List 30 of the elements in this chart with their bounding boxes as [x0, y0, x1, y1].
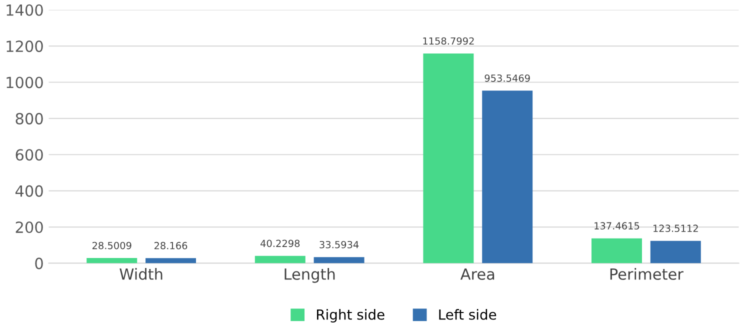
- x-tick-label: Length: [284, 268, 335, 283]
- bar: [650, 240, 701, 264]
- y-tick-label: 200: [16, 221, 43, 234]
- y-tick-label: 0: [35, 258, 43, 270]
- bar: [146, 258, 196, 264]
- y-tick-label: 400: [15, 185, 43, 197]
- data-label: 123.5112: [654, 224, 698, 232]
- data-label: 28.5009: [92, 242, 132, 250]
- y-tick-label: 1000: [6, 76, 43, 88]
- y-tick-label: 800: [16, 112, 43, 124]
- bar: [254, 256, 306, 264]
- data-label: 28.166: [154, 242, 188, 250]
- data-label: 40.2298: [260, 240, 300, 248]
- x-tick-label: Perimeter: [610, 268, 684, 280]
- data-label: 953.5469: [484, 74, 530, 82]
- legend-label: Right side: [317, 309, 384, 322]
- bar: [482, 90, 533, 264]
- y-tick-label: 600: [16, 149, 43, 161]
- legend-label: Left side: [439, 309, 496, 320]
- bar: [591, 238, 642, 264]
- data-label: 1158.7992: [423, 37, 474, 45]
- x-tick-label: Width: [120, 268, 162, 280]
- data-label: 137.4615: [594, 222, 640, 230]
- bar: [86, 258, 138, 264]
- y-tick-label: 1200: [6, 40, 43, 52]
- data-label: 33.5934: [320, 240, 359, 248]
- bar: [314, 257, 364, 264]
- y-tick-label: 1400: [6, 4, 43, 16]
- x-tick-label: Area: [460, 268, 494, 280]
- bar: [423, 54, 474, 264]
